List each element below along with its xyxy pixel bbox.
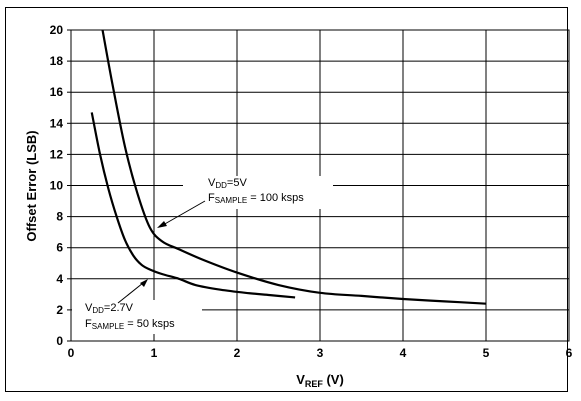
- annotation-arrowhead: [140, 279, 148, 287]
- annotation-arrow: [117, 282, 144, 304]
- series-lines: [90, 29, 487, 305]
- annotation-arrow: [162, 200, 206, 226]
- x-axis-label: VREF (V): [296, 372, 344, 389]
- x-ticks: 0 1 2 3 4 5 6: [68, 346, 573, 360]
- x-tick-label: 4: [400, 346, 407, 360]
- y-tick-label: 10: [50, 179, 64, 193]
- x-tick-label: 1: [151, 346, 158, 360]
- y-tick-label: 16: [50, 85, 64, 99]
- x-tick-label: 3: [317, 346, 324, 360]
- y-tick-label: 20: [50, 23, 64, 37]
- x-tick-label: 6: [566, 346, 573, 360]
- annotation-vdd-2-7v: VDD=2.7V FSAMPLE = 50 ksps: [72, 279, 202, 334]
- y-tick-label: 4: [56, 272, 63, 286]
- svg-text:VDD=5V: VDD=5V: [208, 177, 247, 190]
- series-line-1: [101, 29, 487, 305]
- x-tick-label: 5: [483, 346, 490, 360]
- x-tick-label: 2: [234, 346, 241, 360]
- x-tick-label: 0: [68, 346, 75, 360]
- y-axis-label: Offset Error (LSB): [24, 130, 39, 241]
- svg-text:FSAMPLE = 100 ksps: FSAMPLE = 100 ksps: [208, 192, 304, 205]
- y-ticks: 0 2 4 6 8 10 12 14 16 18 20: [50, 23, 64, 348]
- annotation-arrowhead: [157, 221, 167, 228]
- series-line-2: [90, 112, 296, 299]
- annotation-vdd-5v: VDD=5V FSAMPLE = 100 ksps: [157, 176, 333, 228]
- y-tick-label: 2: [56, 303, 63, 317]
- svg-text:VDD=2.7V: VDD=2.7V: [85, 302, 134, 315]
- svg-text:FSAMPLE = 50 ksps: FSAMPLE = 50 ksps: [85, 318, 175, 331]
- y-tick-label: 18: [50, 54, 64, 68]
- chart-frame: [5, 7, 568, 392]
- y-tick-label: 6: [56, 241, 63, 255]
- y-tick-label: 12: [50, 147, 64, 161]
- y-tick-label: 14: [50, 116, 64, 130]
- y-tick-label: 8: [56, 210, 63, 224]
- y-tick-label: 0: [56, 334, 63, 348]
